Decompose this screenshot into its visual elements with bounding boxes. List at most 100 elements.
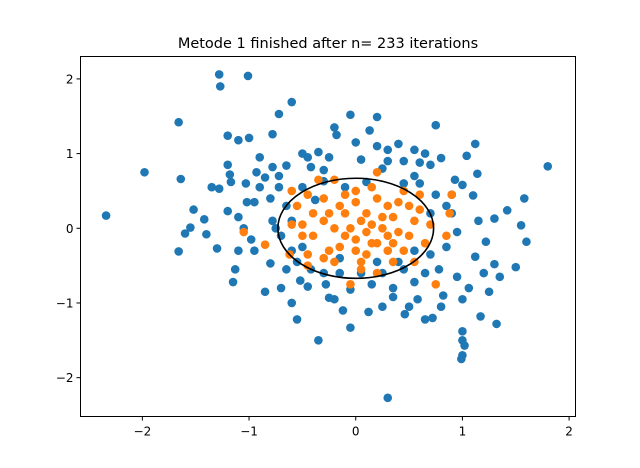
blue-point [250,246,259,255]
blue-point [479,268,489,278]
blue-point [292,315,302,324]
blue-point [356,155,366,164]
blue-point [436,302,446,312]
orange-point [388,238,398,248]
orange-point [356,257,366,267]
blue-point [426,160,435,170]
blue-point [199,215,209,224]
boundary-ellipse [277,177,435,280]
blue-point [470,252,480,261]
blue-point [383,156,393,166]
orange-point [356,265,366,274]
blue-point [399,179,409,188]
orange-point [410,216,419,226]
orange-point [308,231,318,241]
orange-point [431,280,441,289]
orange-point [324,209,334,218]
orange-point [298,231,307,241]
blue-point [413,294,422,304]
blue-point [314,147,323,157]
orange-point [362,227,371,237]
blue-point [450,175,460,185]
blue-point [383,145,393,155]
blue-point [458,327,467,336]
blue-point [452,227,462,237]
y-axis: −2 −1 0 1 2 [56,72,81,385]
y-tick-label: 0 [66,222,74,236]
blue-point [212,244,222,253]
orange-point [319,253,329,263]
blue-point [274,171,284,181]
orange-point [351,197,361,207]
blue-point [321,280,331,289]
orange-point [260,240,270,250]
orange-point [308,209,318,218]
orange-point [340,209,350,218]
blue-point [244,133,254,143]
blue-point [274,109,284,119]
blue-point [458,294,467,304]
blue-point [225,170,235,179]
orange-point [330,223,339,233]
blue-point [388,283,398,293]
x-tick-label: 1 [459,425,467,439]
orange-point [287,186,297,196]
orange-point [351,246,361,255]
blue-point [266,194,275,203]
blue-point [330,123,339,132]
y-tick-label: 1 [66,147,74,161]
blue-point [215,82,225,91]
blue-point [266,259,275,268]
x-tick-label: 0 [352,425,360,439]
blue-point [468,191,478,200]
orange-point [372,167,382,177]
blue-point [365,126,374,135]
blue-point [234,212,243,222]
blue-point [464,283,474,293]
blue-point [252,167,261,177]
blue-point [519,194,529,203]
axes-frame [80,56,576,417]
blue-point [410,246,419,255]
y-tick-label: −1 [56,296,74,310]
orange-point [287,220,297,229]
blue-point [287,97,297,107]
blue-point [340,182,350,192]
blue-point [234,246,243,255]
orange-point [292,201,302,211]
blue-point [442,242,451,252]
orange-point [335,242,345,252]
blue-point [186,223,195,232]
blue-point [255,182,265,192]
orange-point [319,216,329,226]
y-tick-label: −2 [56,371,74,385]
orange-point [394,227,403,237]
blue-point [490,214,499,223]
blue-point [436,153,446,163]
blue-point [372,257,382,267]
blue-point [367,280,377,289]
blue-point [420,268,430,278]
blue-point [268,162,277,172]
orange-point [388,212,398,222]
orange-point [239,227,249,237]
blue-point [298,182,307,192]
blue-point [260,173,270,182]
orange-point [330,257,339,267]
orange-point [383,231,393,241]
blue-point [404,302,414,312]
orange-point [367,238,377,248]
orange-point [394,197,403,207]
blue-point [282,265,291,274]
blue-point [410,171,419,181]
blue-point [473,169,482,179]
blue-point [332,130,341,140]
blue-point [330,294,339,304]
blue-point [174,117,183,127]
blue-point [298,242,307,252]
orange-point [399,246,409,255]
orange-point [399,186,409,196]
blue-point [303,282,313,291]
blue-point [319,165,329,175]
